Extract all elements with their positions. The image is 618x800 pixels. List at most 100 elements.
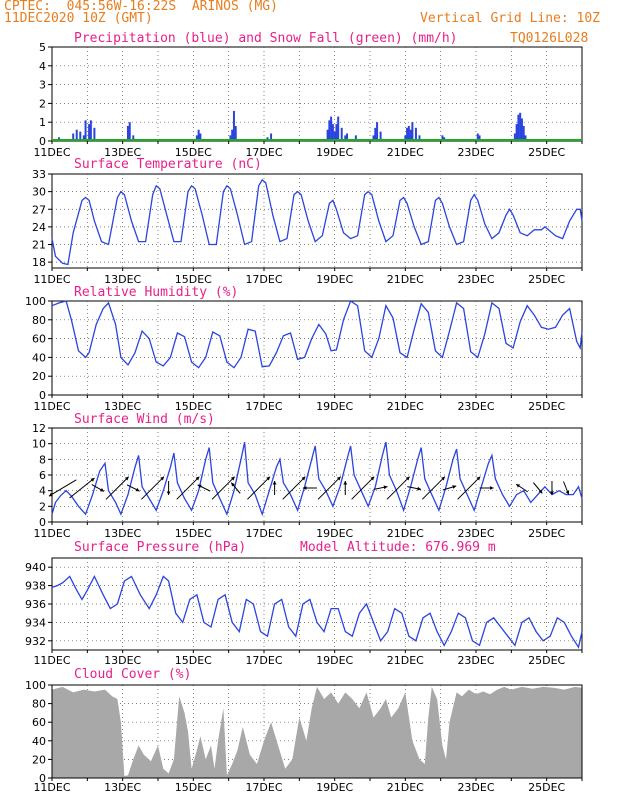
wind-arrow-head — [266, 476, 271, 481]
wind-arrow — [247, 476, 271, 500]
x-tick-label: 25DEC — [528, 400, 565, 413]
x-tick-label: 19DEC — [316, 654, 353, 667]
x-tick-label: 25DEC — [528, 146, 565, 159]
x-tick-label: 23DEC — [457, 654, 494, 667]
x-tick-label: 21DEC — [387, 400, 424, 413]
wind-arrow — [69, 477, 95, 499]
precip-bar — [328, 120, 331, 141]
precip-bar — [372, 135, 375, 141]
y-tick-label: 20 — [32, 753, 46, 766]
wind-arrow-head — [100, 488, 105, 492]
wind-arrow — [282, 476, 306, 500]
precip-bar — [331, 124, 334, 141]
panel-2: Relative Humidity (%) 0 20 40 60 80 100 11DEC 13… — [25, 285, 583, 413]
precip-bar — [126, 125, 129, 141]
panel-frame-top — [51, 684, 583, 779]
x-tick-label: 15DEC — [175, 273, 212, 286]
precip-bar — [89, 120, 92, 141]
panel-5: Cloud Cover (%) 0 20 40 60 80 100 11DEC 13DEC 15D… — [25, 667, 583, 794]
precip-bar — [404, 135, 407, 141]
series-line — [51, 300, 583, 369]
wind-arrow-head — [48, 492, 53, 497]
y-tick-label: 0 — [39, 772, 46, 785]
precip-bar — [82, 135, 85, 141]
precip-bar — [411, 122, 414, 141]
y-tick-label: 5 — [39, 41, 46, 54]
precip-bar — [340, 127, 343, 141]
precip-bar — [354, 135, 357, 141]
precip-bar — [335, 124, 338, 141]
precip-bar — [84, 120, 87, 141]
wind-arrow-head — [90, 478, 95, 482]
series-line — [51, 178, 583, 266]
y-tick-label: 100 — [25, 679, 46, 692]
y-tick-label: 12 — [32, 422, 46, 435]
x-tick-label: 15DEC — [175, 654, 212, 667]
wind-arrow-head — [231, 482, 235, 487]
wind-arrow — [351, 476, 375, 500]
wind-arrow-head — [124, 476, 129, 481]
x-tick-label: 13DEC — [104, 527, 141, 540]
wind-arrow-head — [230, 476, 235, 481]
x-tick-label: 17DEC — [245, 146, 282, 159]
y-tick-label: 10 — [32, 438, 46, 451]
x-tick-label: 19DEC — [316, 527, 353, 540]
x-tick-label: 15DEC — [175, 527, 212, 540]
precip-bar — [197, 129, 200, 141]
x-tick-label: 17DEC — [245, 527, 282, 540]
x-tick-label: 19DEC — [316, 273, 353, 286]
wind-arrow-head — [565, 490, 570, 495]
wind-arrow-head — [301, 476, 306, 481]
y-tick-label: 60 — [32, 716, 46, 729]
y-tick-label: 80 — [32, 314, 46, 327]
precip-bar — [441, 135, 444, 141]
x-tick-label: 15DEC — [175, 400, 212, 413]
x-tick-label: 19DEC — [316, 400, 353, 413]
wind-arrow-head — [195, 476, 200, 481]
precip-bar — [75, 129, 78, 141]
y-tick-label: 4 — [39, 485, 46, 498]
wind-arrow-head — [343, 481, 348, 485]
precip-bar — [346, 133, 349, 141]
panel-frame — [51, 46, 583, 142]
x-tick-label: 25DEC — [528, 273, 565, 286]
y-tick-label: 938 — [25, 580, 46, 593]
header-model-id: TQ0126L028 — [510, 31, 588, 46]
wind-arrow-head — [550, 491, 554, 495]
x-tick-label: 17DEC — [245, 654, 282, 667]
precip-bar — [337, 116, 340, 141]
precip-bar — [414, 127, 417, 141]
x-tick-label: 15DEC — [175, 146, 212, 159]
precip-bar — [234, 125, 237, 141]
precip-bar — [478, 135, 481, 141]
y-tick-label: 40 — [32, 351, 46, 364]
x-tick-label: 13DEC — [104, 781, 141, 794]
header-run-time: 11DEC2020 10Z (GMT) — [4, 11, 153, 26]
y-tick-label: 80 — [32, 698, 46, 711]
wind-arrow — [317, 476, 342, 500]
precip-bar — [132, 135, 135, 141]
panel-title: Surface Pressure (hPa) — [74, 540, 246, 555]
wind-arrow-head — [336, 476, 341, 481]
x-tick-label: 21DEC — [387, 273, 424, 286]
x-tick-label: 19DEC — [316, 781, 353, 794]
y-tick-label: 30 — [32, 186, 46, 199]
panel-0: Precipitation (blue) and Snow Fall (gree… — [33, 31, 583, 159]
wind-arrow — [386, 476, 410, 500]
series-line — [51, 441, 583, 517]
header-vertical-grid: Vertical Grid Line: 10Z — [420, 11, 601, 26]
y-tick-label: 8 — [39, 453, 46, 466]
precip-bar — [476, 133, 479, 141]
y-tick-label: 27 — [32, 203, 46, 216]
precip-bar — [407, 125, 410, 141]
y-tick-label: 20 — [32, 370, 46, 383]
x-tick-label: 13DEC — [104, 654, 141, 667]
precip-bar — [195, 135, 198, 141]
x-tick-label: 13DEC — [104, 273, 141, 286]
x-tick-label: 11DEC — [33, 146, 70, 159]
panel-4: Surface Pressure (hPa) Model Altitude: 67… — [25, 540, 583, 667]
wind-arrow-head — [370, 476, 375, 481]
precip-bar — [88, 124, 91, 141]
x-tick-label: 11DEC — [33, 527, 70, 540]
